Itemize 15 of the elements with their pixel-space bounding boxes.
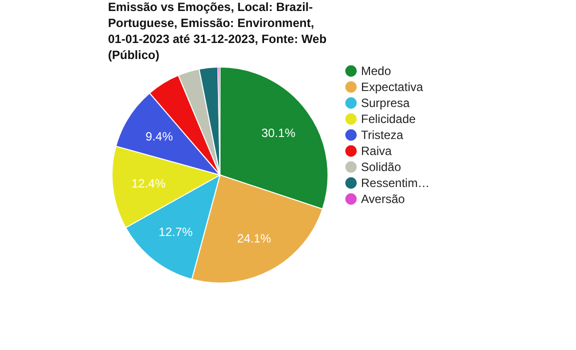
legend-label: Tristeza <box>361 128 404 142</box>
legend-label: Felicidade <box>361 112 416 126</box>
data-label: 12.7% <box>158 224 194 239</box>
legend-label: Raiva <box>361 144 392 158</box>
data-label: 12.4% <box>131 176 166 191</box>
data-label: 9.4% <box>146 129 174 144</box>
legend-label: Aversão <box>361 192 406 206</box>
legend-label: Expectativa <box>361 80 424 94</box>
chart-title: Emissão vs Emoções, Local: Brazil-Portuguese, Emissão: Environment, 01-01-2023 até 31-12-2023, Fonte: Web (Público) <box>108 0 327 62</box>
legend-label: Ressentim… <box>361 176 430 190</box>
legend-label: Surpresa <box>361 96 410 110</box>
legend-label: Solidão <box>361 160 402 174</box>
data-label: 24.1% <box>237 231 272 246</box>
legend-label: Medo <box>361 64 392 78</box>
data-label: 30.1% <box>261 126 296 140</box>
